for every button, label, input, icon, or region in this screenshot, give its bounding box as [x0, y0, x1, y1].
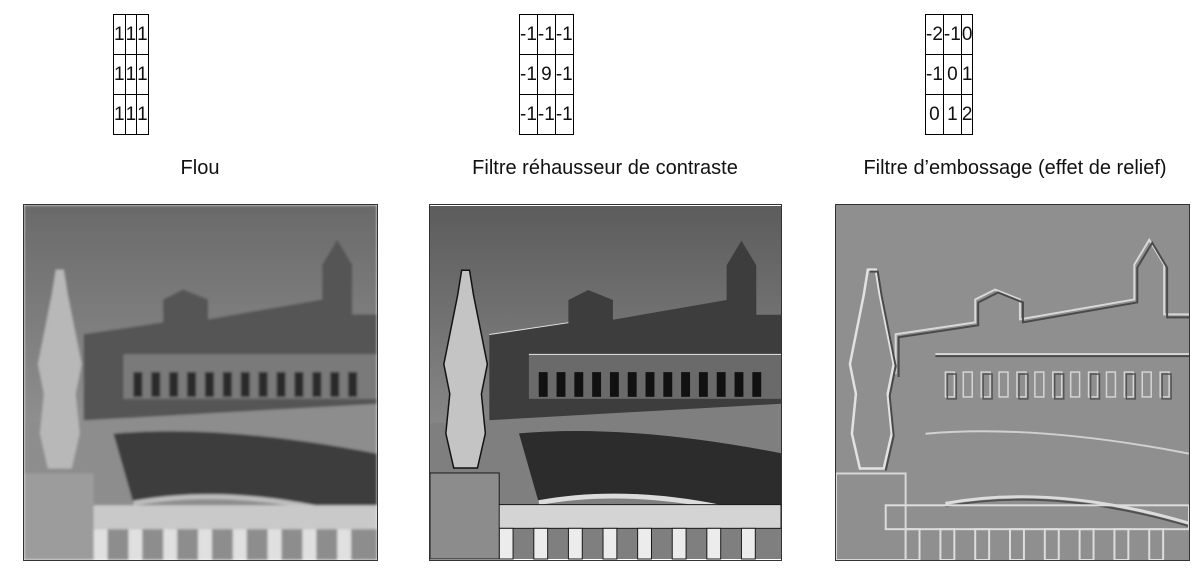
kernel-cell: 1 — [113, 54, 126, 95]
kernel-cell: -1 — [536, 14, 556, 55]
kernel-cell: -1 — [554, 54, 574, 95]
kernel-row: 1 1 1 — [113, 54, 149, 95]
plaza-photo-sharpened-icon — [429, 204, 782, 561]
kernel-row: -1 -1 -1 — [519, 14, 574, 55]
kernel-cell: -2 — [925, 14, 944, 55]
kernel-cell: 1 — [960, 54, 974, 95]
kernel-cell: 0 — [960, 14, 974, 55]
kernel-cell: -1 — [925, 54, 944, 95]
kernel-cell: 0 — [925, 94, 944, 135]
plaza-illustration — [24, 205, 377, 560]
kernel-cell: 1 — [124, 94, 138, 135]
blur-caption: Flou — [180, 157, 220, 179]
kernel-row: -1 0 1 — [925, 54, 974, 95]
kernel-row: -2 -1 0 — [925, 14, 974, 55]
kernel-cell: -1 — [554, 94, 574, 135]
plaza-illustration — [430, 206, 781, 560]
blur-kernel: 1 1 1 1 1 1 1 1 1 — [113, 14, 149, 135]
kernel-cell: 2 — [960, 94, 974, 135]
kernel-cell: 0 — [942, 54, 962, 95]
kernel-cell: -1 — [554, 14, 574, 55]
kernel-cell: 1 — [124, 54, 138, 95]
kernel-row: 1 1 1 — [113, 14, 149, 55]
sharpen-caption: Filtre réhausseur de contraste — [472, 157, 738, 179]
kernel-cell: -1 — [519, 54, 538, 95]
emboss-caption: Filtre d’embossage (effet de relief) — [863, 157, 1167, 179]
emboss-kernel: -2 -1 0 -1 0 1 0 1 2 — [925, 14, 974, 135]
kernel-cell: -1 — [536, 94, 556, 135]
plaza-photo-embossed-icon — [835, 204, 1190, 561]
sharpen-kernel: -1 -1 -1 -1 9 -1 -1 -1 -1 — [519, 14, 574, 135]
kernel-cell: -1 — [519, 94, 538, 135]
kernel-cell: 9 — [536, 54, 556, 95]
kernel-cell: 1 — [113, 14, 126, 55]
plaza-illustration — [836, 205, 1189, 560]
kernel-cell: -1 — [519, 14, 538, 55]
kernel-row: 1 1 1 — [113, 94, 149, 135]
kernel-cell: 1 — [136, 54, 149, 95]
kernel-cell: 1 — [136, 14, 149, 55]
kernel-cell: 1 — [113, 94, 126, 135]
kernel-cell: 1 — [124, 14, 138, 55]
kernel-row: -1 9 -1 — [519, 54, 574, 95]
plaza-photo-blurred-icon — [23, 204, 378, 561]
kernel-row: 0 1 2 — [925, 94, 974, 135]
kernel-cell: -1 — [942, 14, 962, 55]
kernel-row: -1 -1 -1 — [519, 94, 574, 135]
kernel-cell: 1 — [136, 94, 149, 135]
kernel-cell: 1 — [942, 94, 962, 135]
